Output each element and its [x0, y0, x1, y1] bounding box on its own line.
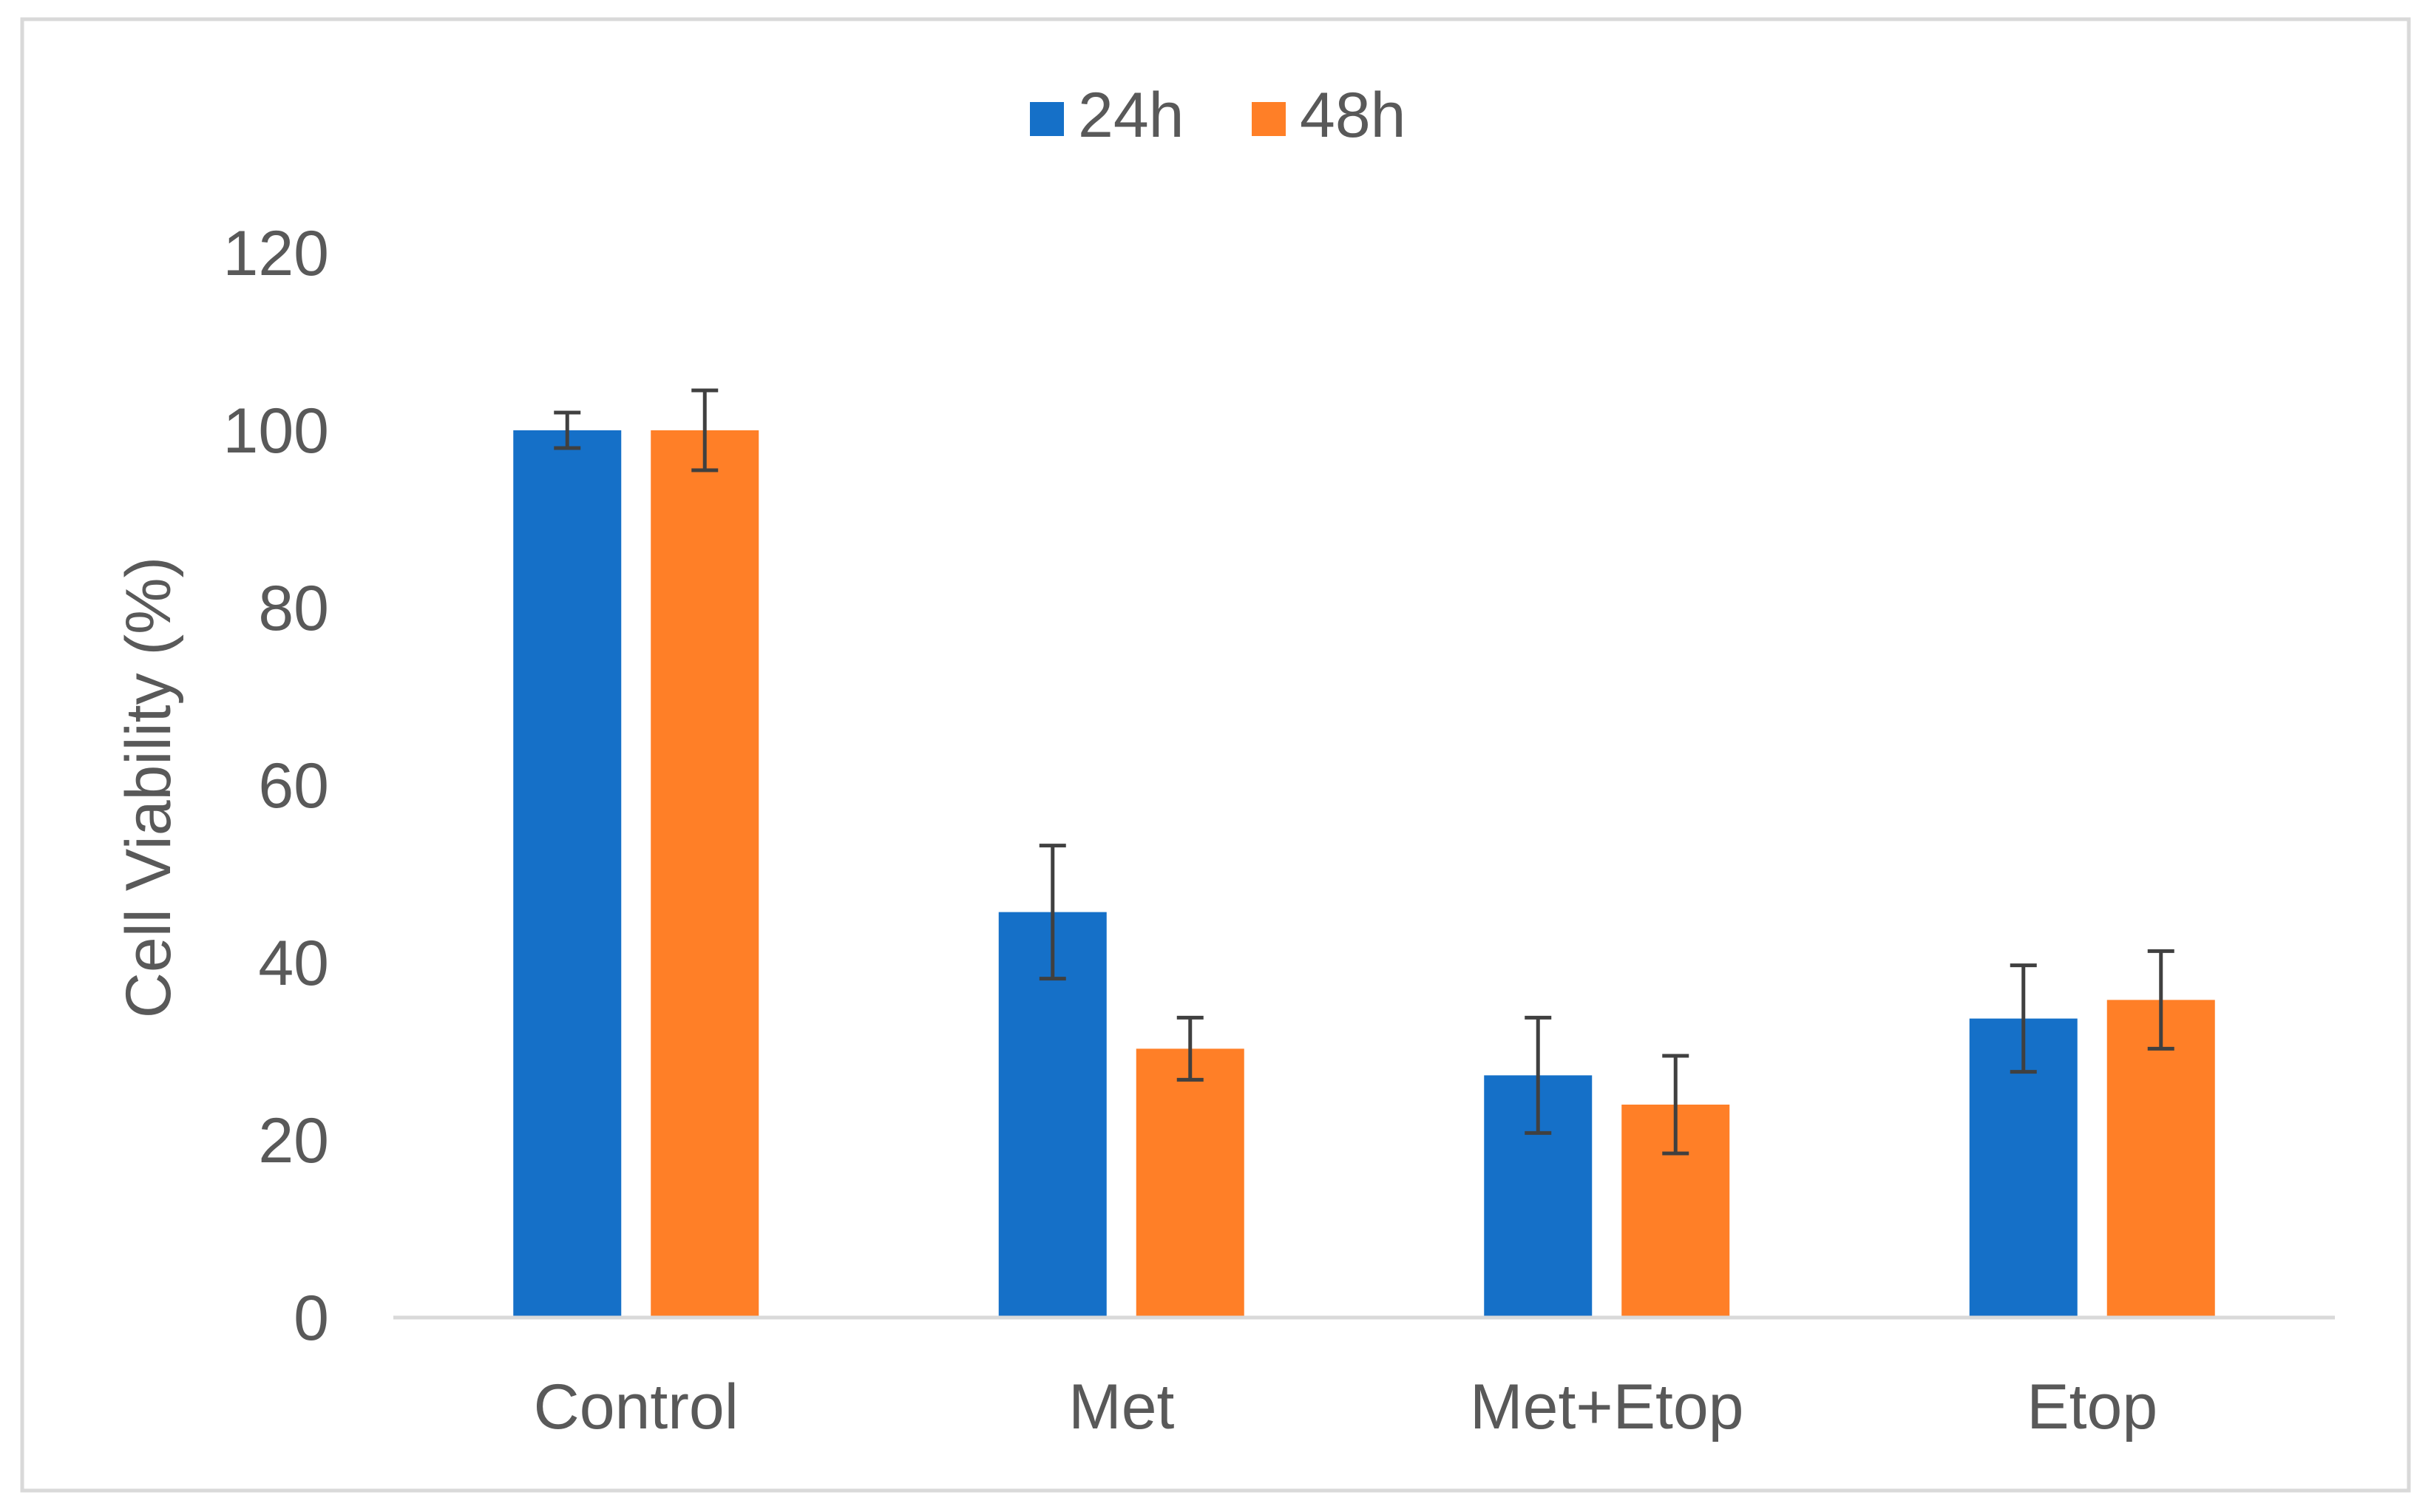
error-bars: [554, 388, 2174, 1156]
y-tick-label-80: 80: [258, 573, 329, 644]
x-tick-labels: Control Met Met+Etop Etop: [534, 1372, 2158, 1442]
y-tick-label-120: 120: [223, 218, 330, 289]
legend-item-48h: 48h: [1252, 80, 1406, 151]
bar-etop-48h: [2106, 1000, 2215, 1318]
y-tick-label-40: 40: [258, 928, 329, 999]
legend-label-48h: 48h: [1300, 80, 1406, 151]
error-bar-control-24h: [554, 410, 581, 450]
y-tick-label-0: 0: [294, 1283, 329, 1354]
bar-control-24h: [513, 430, 622, 1318]
bar-control-48h: [651, 430, 759, 1318]
error-bar-etop-48h: [2147, 949, 2174, 1051]
x-tick-label-control: Control: [534, 1372, 739, 1442]
y-tick-label-60: 60: [258, 750, 329, 821]
error-bar-control-48h: [691, 388, 719, 472]
y-axis-title: Cell Viability (%): [113, 557, 184, 1018]
x-tick-label-etop: Etop: [2027, 1372, 2157, 1442]
legend-item-24h: 24h: [1030, 80, 1184, 151]
legend-swatch-24h: [1030, 102, 1064, 136]
legend: 24h 48h: [1030, 80, 1406, 151]
error-bar-met-etop-24h: [1525, 1015, 1552, 1135]
y-tick-label-100: 100: [223, 396, 330, 467]
error-bar-met-etop-48h: [1662, 1054, 1689, 1156]
x-tick-label-met-etop: Met+Etop: [1470, 1372, 1744, 1442]
bar-met-48h: [1136, 1048, 1244, 1318]
y-tick-label-20: 20: [258, 1105, 329, 1176]
error-bar-met-24h: [1039, 844, 1066, 981]
error-bar-met-48h: [1176, 1015, 1204, 1082]
legend-label-24h: 24h: [1078, 80, 1184, 151]
error-bar-etop-24h: [2010, 963, 2037, 1074]
y-tick-labels: 0 20 40 60 80 100 120: [223, 218, 330, 1354]
legend-swatch-48h: [1252, 102, 1286, 136]
x-tick-label-met: Met: [1068, 1372, 1174, 1442]
